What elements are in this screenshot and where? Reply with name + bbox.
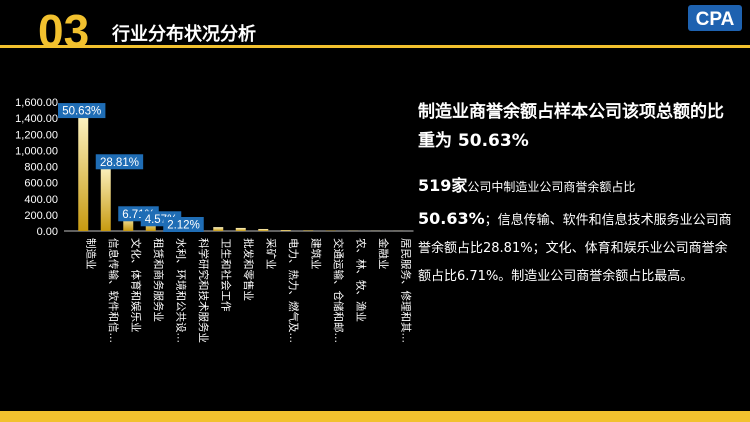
y-tick-label: 800.00 bbox=[24, 162, 58, 174]
category-label: 采矿业 bbox=[264, 238, 277, 270]
company-count: 519家 bbox=[418, 176, 468, 195]
category-label: 卫生和社会工作 bbox=[219, 238, 232, 312]
section-title: 行业分布状况分析 bbox=[112, 24, 256, 45]
y-tick-label: 400.00 bbox=[24, 194, 58, 206]
bar bbox=[123, 215, 134, 231]
manufacturing-percent: 50.63% bbox=[418, 209, 485, 228]
y-tick-label: 1,600.00 bbox=[15, 97, 58, 109]
category-label: 制造业 bbox=[84, 238, 97, 270]
data-label: 28.81% bbox=[100, 157, 139, 169]
data-label: 50.63% bbox=[62, 106, 101, 118]
company-count-text: 公司中制造业公司商誉余额占比 bbox=[467, 180, 636, 194]
bar bbox=[235, 227, 246, 231]
summary-panel: 制造业商誉余额占样本公司该项总额的比重为 50.63% 519家公司中制造业公司… bbox=[418, 98, 738, 291]
summary-headline: 制造业商誉余额占样本公司该项总额的比重为 50.63% bbox=[418, 102, 724, 151]
bar bbox=[100, 163, 111, 231]
logo-text: CPA bbox=[696, 9, 735, 30]
y-tick-label: 0.00 bbox=[37, 226, 58, 238]
bar bbox=[280, 230, 291, 231]
category-label: 文化、体育和娱乐业 bbox=[129, 238, 142, 333]
y-tick-label: 200.00 bbox=[24, 210, 58, 222]
y-tick-label: 600.00 bbox=[24, 178, 58, 190]
footer-bar bbox=[0, 411, 750, 422]
category-label: 水利、环境和公共设… bbox=[174, 238, 187, 343]
data-label-box bbox=[163, 217, 204, 233]
data-label-box bbox=[58, 103, 106, 119]
header-divider bbox=[0, 45, 750, 48]
category-label: 信息传输、软件和信… bbox=[107, 238, 120, 343]
category-label: 居民服务、修理和其… bbox=[399, 238, 412, 343]
summary-description: 50.63%；信息传输、软件和信息技术服务业公司商誉余额占比28.81%；文化、… bbox=[418, 205, 738, 291]
bar bbox=[78, 112, 89, 231]
category-label: 金融业 bbox=[377, 238, 390, 270]
bar bbox=[303, 230, 314, 231]
data-label: 2.12% bbox=[167, 220, 200, 232]
category-label: 科学研究和技术服务业 bbox=[197, 238, 210, 343]
bar bbox=[213, 227, 224, 231]
category-label: 建筑业 bbox=[309, 238, 322, 270]
category-label: 交通运输、仓储和邮… bbox=[332, 238, 345, 343]
summary-count-line: 519家公司中制造业公司商誉余额占比 bbox=[418, 174, 738, 199]
category-label: 批发和零售业 bbox=[242, 238, 255, 301]
category-label: 农、林、牧、渔业 bbox=[354, 238, 367, 322]
y-tick-label: 1,400.00 bbox=[15, 113, 58, 125]
y-tick-label: 1,200.00 bbox=[15, 129, 58, 141]
y-tick-label: 1,000.00 bbox=[15, 145, 58, 157]
category-label: 租赁和商务服务业 bbox=[152, 238, 165, 322]
bar bbox=[258, 228, 269, 231]
category-label: 电力、热力、燃气及… bbox=[287, 238, 300, 343]
cpa-logo: CPA bbox=[688, 5, 742, 31]
bar-chart: 0.00 200.00 400.00 600.00 800.00 1,000.00 1,20… bbox=[15, 97, 414, 343]
data-label-box bbox=[95, 154, 144, 170]
summary-description-text: ；信息传输、软件和信息技术服务业公司商誉余额占比28.81%；文化、体育和娱乐业… bbox=[418, 213, 732, 284]
